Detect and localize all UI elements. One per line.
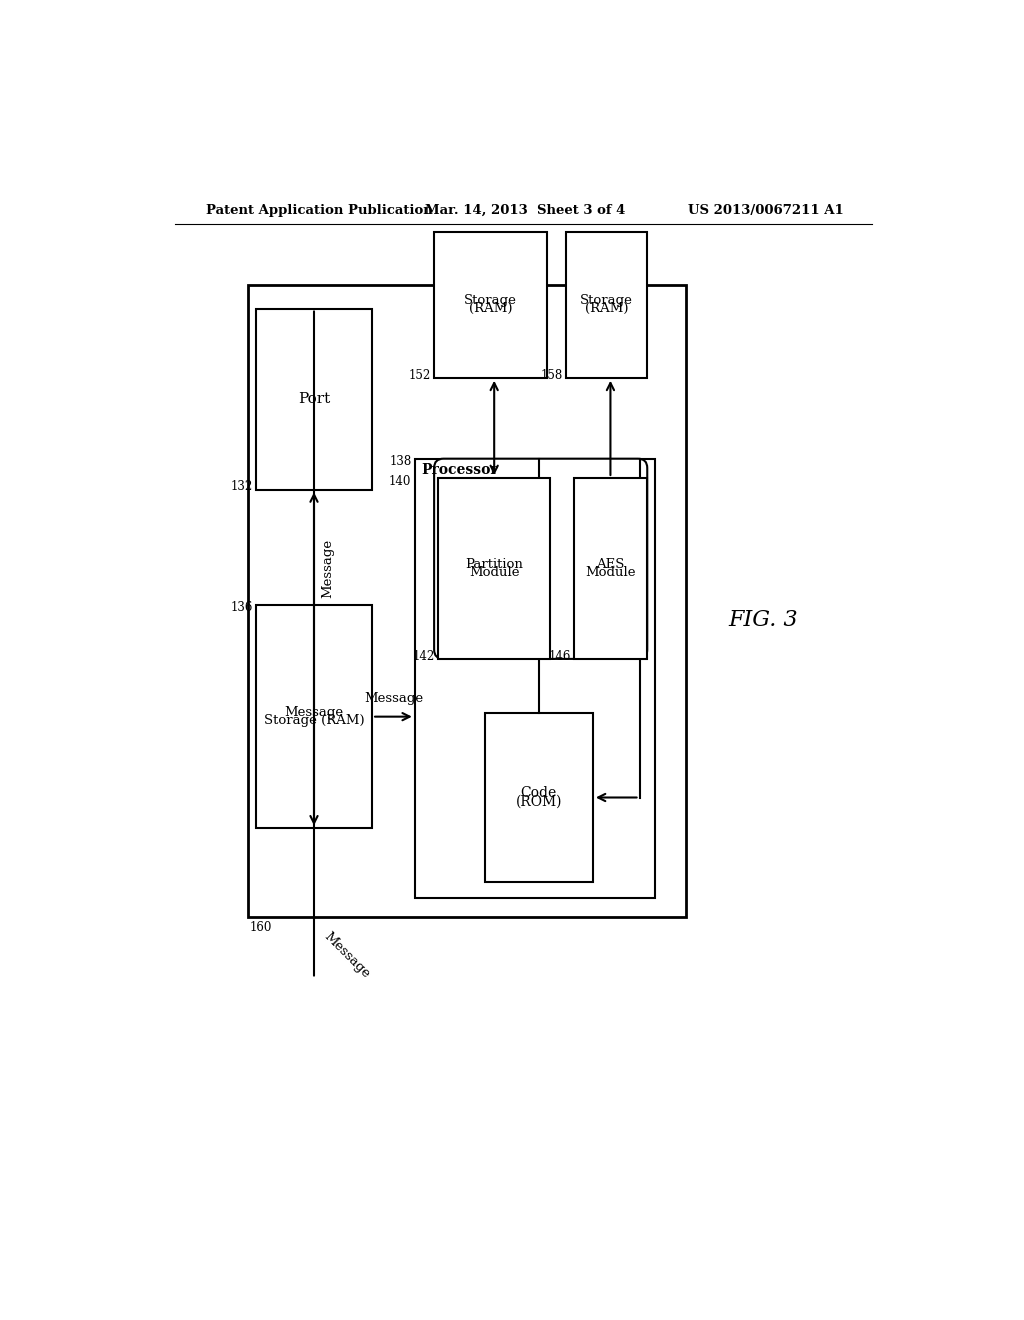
Bar (256, 605, 372, 829)
Text: Storage (RAM): Storage (RAM) (264, 714, 365, 727)
Text: FIG. 3: FIG. 3 (729, 610, 799, 631)
Text: Mar. 14, 2013  Sheet 3 of 4: Mar. 14, 2013 Sheet 3 of 4 (425, 205, 625, 218)
Bar (434, 231, 547, 378)
Text: Port: Port (298, 392, 330, 407)
Bar (566, 231, 647, 378)
Text: 160: 160 (250, 921, 272, 933)
Text: Message: Message (364, 692, 423, 705)
Text: Patent Application Publication: Patent Application Publication (206, 205, 432, 218)
Text: 146: 146 (548, 649, 570, 663)
Bar (248, 285, 686, 917)
Text: Partition: Partition (465, 558, 523, 572)
Text: 140: 140 (388, 475, 411, 488)
Text: (RAM): (RAM) (585, 302, 629, 315)
Bar (415, 459, 655, 898)
Text: Message: Message (322, 929, 373, 981)
Text: 136: 136 (230, 601, 253, 614)
Text: US 2013/0067211 A1: US 2013/0067211 A1 (688, 205, 844, 218)
Text: (ROM): (ROM) (515, 795, 562, 809)
Bar (256, 309, 372, 490)
Text: Message: Message (285, 706, 344, 719)
FancyBboxPatch shape (434, 459, 647, 659)
Text: 158: 158 (541, 368, 563, 381)
Text: Module: Module (585, 566, 636, 579)
Text: Storage: Storage (464, 294, 517, 308)
Bar (484, 713, 593, 882)
Text: Storage: Storage (581, 294, 633, 308)
Text: Processor: Processor (421, 462, 498, 477)
Text: AES: AES (596, 558, 625, 572)
Text: Message: Message (322, 539, 335, 598)
Text: Module: Module (469, 566, 519, 579)
Text: (RAM): (RAM) (469, 302, 512, 315)
Text: Code: Code (520, 787, 557, 800)
Bar (438, 478, 550, 659)
Text: 142: 142 (413, 649, 435, 663)
Text: 138: 138 (389, 455, 412, 467)
Bar (573, 478, 647, 659)
Text: 152: 152 (409, 368, 431, 381)
Text: 132: 132 (230, 480, 253, 494)
